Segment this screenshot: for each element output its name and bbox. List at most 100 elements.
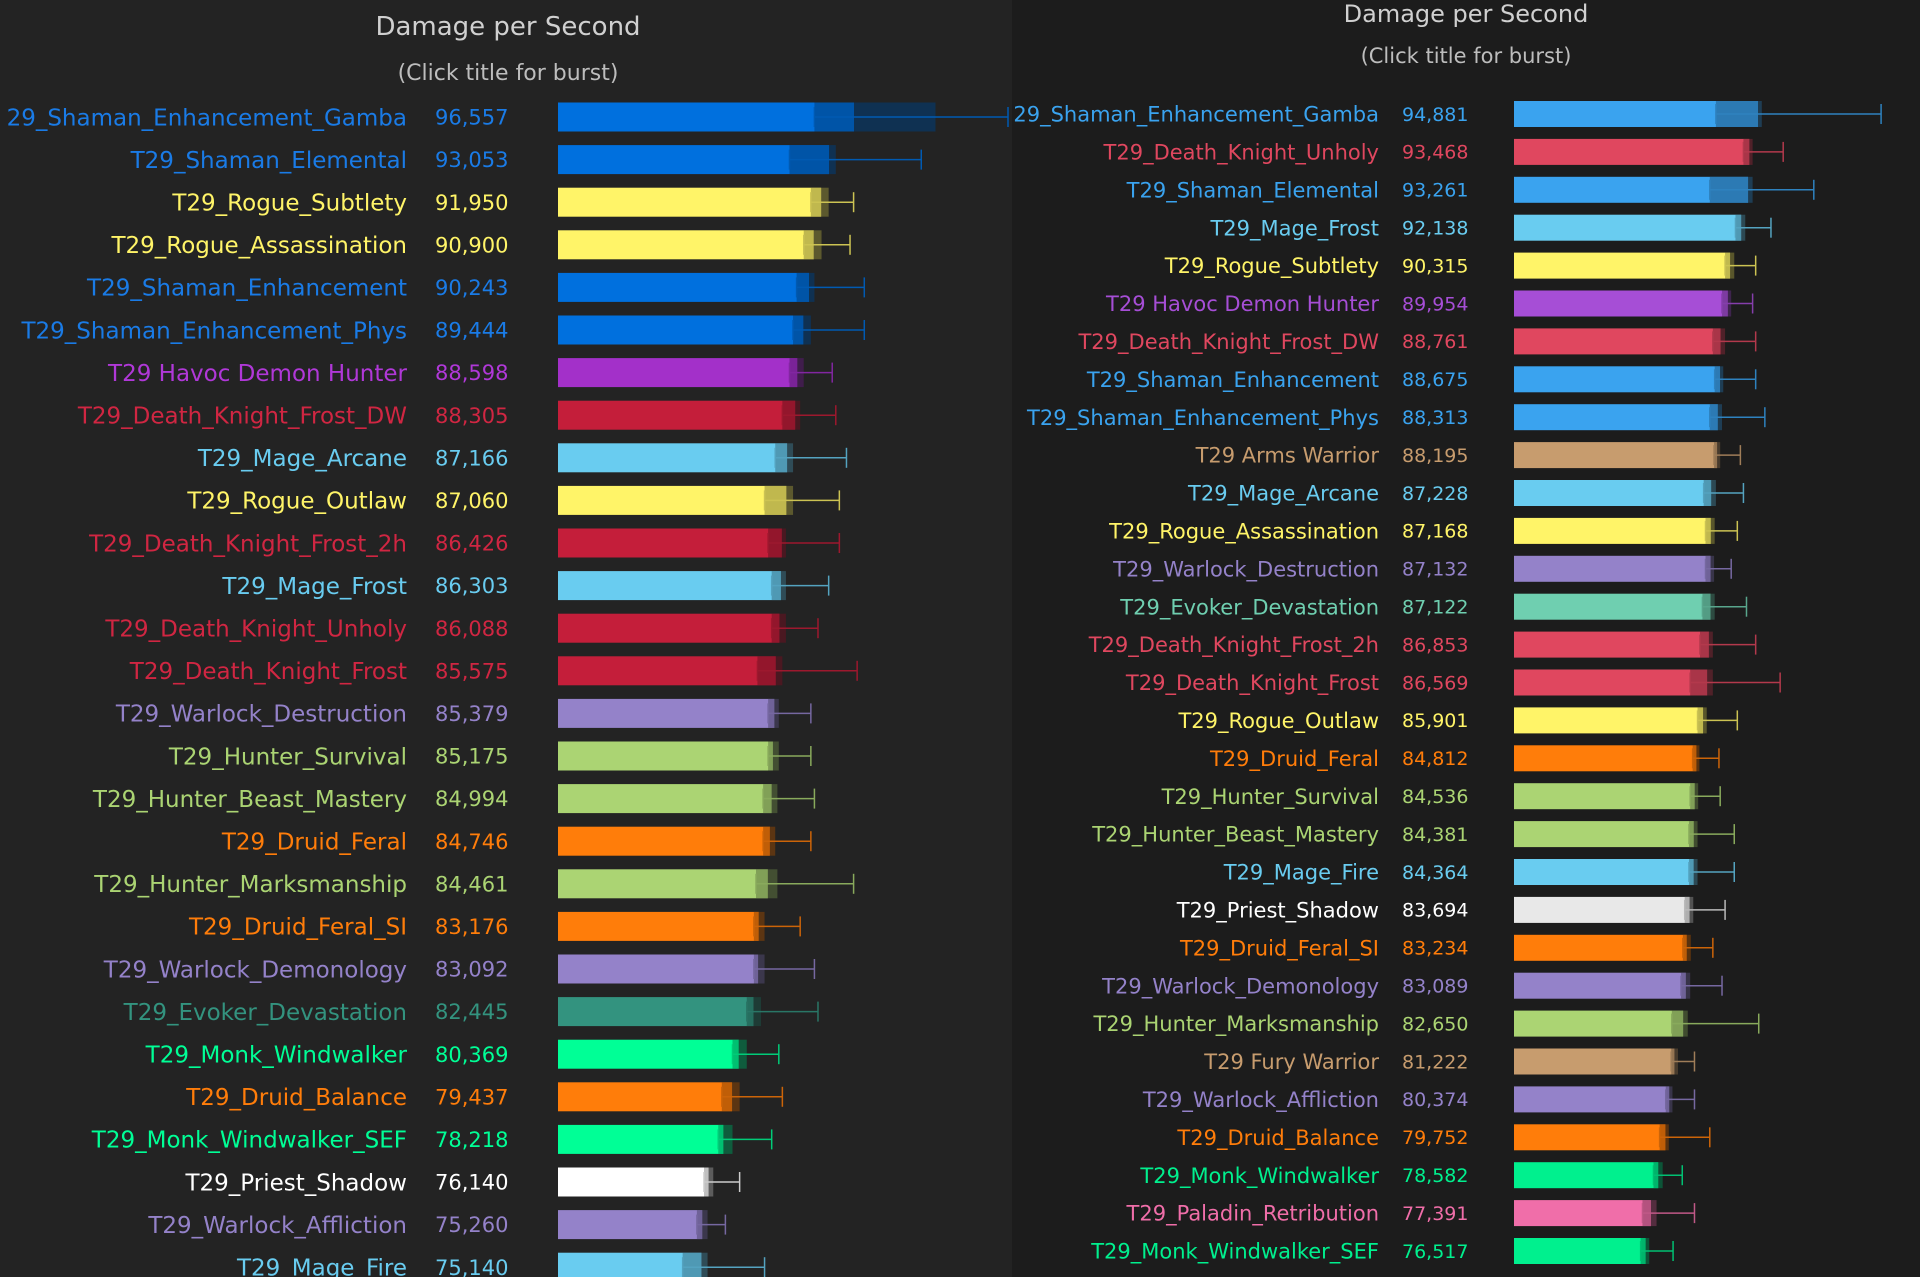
bar-row[interactable]: T29_Shaman_Elemental 93,053 (130, 145, 923, 175)
bar-row[interactable]: T29_Death_Knight_Frost_2h 86,426 (88, 528, 841, 558)
bar[interactable] (1514, 783, 1695, 810)
bar-row[interactable]: T29_Death_Knight_Frost 86,569 (1125, 669, 1781, 697)
bar[interactable] (1514, 1238, 1646, 1264)
bar-label[interactable]: T29_Druid_Feral (1209, 747, 1379, 772)
bar-row[interactable]: T29_Rogue_Subtlety 90,315 (1164, 252, 1757, 280)
bar-row[interactable]: T29_Warlock_Affliction 80,374 (1142, 1086, 1696, 1113)
bar-row[interactable]: T29_Death_Knight_Frost 85,575 (129, 656, 858, 686)
chart-subtitle-left[interactable]: (Click title for burst) (397, 61, 619, 86)
bar[interactable] (558, 911, 759, 941)
bar-label[interactable]: T29_Death_Knight_Frost_DW (1077, 330, 1379, 355)
bar-label[interactable]: T29 Havoc Demon Hunter (1105, 292, 1379, 316)
bar-label[interactable]: T29_Hunter_Survival (168, 744, 407, 770)
bar[interactable] (558, 1210, 703, 1240)
bar-label[interactable]: T29_Warlock_Affliction (1142, 1088, 1379, 1113)
bar-label[interactable]: T29_Shaman_Elemental (130, 148, 407, 174)
bar[interactable] (558, 485, 787, 515)
bar-row[interactable]: T29_Evoker_Devastation 87,122 (1119, 593, 1748, 621)
bar-row[interactable]: T29_Death_Knight_Frost_DW 88,761 (1077, 328, 1757, 355)
bar-row[interactable]: 29_Shaman_Enhancement_Gamba 96,557 (7, 102, 1009, 132)
bar-row[interactable]: T29_Shaman_Enhancement 90,243 (86, 272, 866, 302)
bar[interactable] (1514, 1048, 1675, 1075)
bar-label[interactable]: T29_Druid_Feral_SI (188, 915, 407, 941)
bar-label[interactable]: T29_Druid_Balance (185, 1085, 407, 1111)
bar-label[interactable]: T29_Rogue_Assassination (1108, 519, 1379, 544)
bar[interactable] (1514, 859, 1694, 885)
bar-label[interactable]: T29_Evoker_Devastation (123, 1000, 407, 1026)
bar[interactable] (558, 1167, 709, 1197)
bar[interactable] (1514, 1162, 1659, 1189)
bar-label[interactable]: T29_Shaman_Enhancement_Phys (20, 318, 407, 344)
bar-row[interactable]: T29_Monk_Windwalker 78,582 (1139, 1162, 1684, 1189)
bar[interactable] (558, 102, 854, 132)
bar-label[interactable]: T29_Druid_Feral (221, 829, 407, 855)
bar[interactable] (1514, 631, 1709, 658)
bar-row[interactable]: T29_Druid_Feral 84,812 (1209, 745, 1720, 772)
bar-label[interactable]: T29_Warlock_Demonology (103, 957, 407, 983)
bar-row[interactable]: T29_Death_Knight_Frost_DW 88,305 (77, 400, 837, 430)
bar-label[interactable]: T29_Mage_Frost (221, 574, 407, 600)
bar-label[interactable]: T29_Rogue_Outlaw (186, 489, 407, 515)
bar-label[interactable]: T29_Monk_Windwalker (1139, 1164, 1379, 1189)
bar-row[interactable]: T29_Hunter_Marksmanship 82,650 (1092, 1010, 1760, 1038)
bar-label[interactable]: T29_Shaman_Enhancement (86, 276, 407, 302)
bar-row[interactable]: T29_Mage_Frost 92,138 (1209, 214, 1772, 242)
bar[interactable] (558, 1082, 733, 1112)
bar-row[interactable]: T29_Hunter_Beast_Mastery 84,381 (1091, 821, 1736, 848)
bar-row[interactable]: T29_Mage_Arcane 87,228 (1187, 480, 1745, 507)
bar-row[interactable]: T29_Rogue_Outlaw 85,901 (1177, 707, 1739, 734)
bar-label[interactable]: T29_Shaman_Enhancement (1086, 368, 1379, 393)
bar[interactable] (1514, 404, 1718, 431)
bar-row[interactable]: T29_Hunter_Beast_Mastery 84,994 (92, 784, 816, 814)
bar-label[interactable]: T29_Warlock_Destruction (115, 702, 407, 728)
bar[interactable] (1514, 1086, 1670, 1113)
bar-row[interactable]: T29_Druid_Balance 79,752 (1176, 1124, 1711, 1151)
bar-row[interactable]: T29_Hunter_Survival 84,536 (1161, 783, 1721, 810)
bar[interactable] (558, 443, 788, 473)
bar-row[interactable]: T29_Evoker_Devastation 82,445 (123, 997, 819, 1027)
bar-label[interactable]: T29_Hunter_Marksmanship (93, 872, 407, 898)
bar-row[interactable]: T29_Monk_Windwalker_SEF 78,218 (91, 1124, 773, 1154)
bar[interactable] (1514, 214, 1742, 241)
bar-label[interactable]: T29 Havoc Demon Hunter (107, 361, 407, 387)
bar[interactable] (1514, 442, 1718, 469)
bar-row[interactable]: T29_Shaman_Enhancement 88,675 (1086, 366, 1757, 393)
bar-row[interactable]: T29_Death_Knight_Unholy 93,468 (1103, 138, 1784, 166)
bar-label[interactable]: T29_Mage_Frost (1209, 216, 1379, 241)
bar-row[interactable]: T29_Rogue_Assassination 90,900 (110, 230, 851, 260)
bar-label[interactable]: T29_Mage_Arcane (197, 446, 407, 472)
bar-row[interactable]: T29_Warlock_Demonology 83,089 (1101, 972, 1723, 1000)
bar-label[interactable]: T29_Priest_Shadow (1176, 898, 1379, 923)
bar[interactable] (1514, 517, 1711, 544)
bar-row[interactable]: T29_Mage_Fire 75,140 (236, 1252, 766, 1277)
bar[interactable] (1514, 896, 1690, 923)
bar-row[interactable]: T29 Fury Warrior 81,222 (1203, 1048, 1696, 1075)
bar-label[interactable]: T29_Hunter_Beast_Mastery (1091, 823, 1379, 848)
chart-subtitle-right[interactable]: (Click title for burst) (1360, 44, 1572, 68)
bar-label[interactable]: T29_Shaman_Enhancement_Phys (1026, 406, 1379, 431)
bar-label[interactable]: T29_Warlock_Affliction (147, 1213, 407, 1239)
bar-row[interactable]: T29_Warlock_Affliction 75,260 (147, 1210, 727, 1240)
bar[interactable] (558, 272, 810, 302)
bar[interactable] (1514, 1200, 1651, 1227)
bar-row[interactable]: T29_Druid_Feral_SI 83,234 (1179, 934, 1714, 962)
bar-label[interactable]: T29_Evoker_Devastation (1119, 595, 1379, 620)
bar[interactable] (558, 187, 822, 217)
bar[interactable] (1514, 593, 1711, 620)
bar-row[interactable]: T29_Priest_Shadow 76,140 (184, 1167, 741, 1197)
bar[interactable] (1514, 138, 1750, 165)
bar-row[interactable]: T29_Mage_Arcane 87,166 (197, 443, 848, 473)
bar[interactable] (558, 784, 772, 814)
bar[interactable] (558, 954, 759, 984)
bar-label[interactable]: T29_Death_Knight_Frost_2h (88, 531, 407, 557)
bar-row[interactable]: T29_Hunter_Survival 85,175 (168, 741, 812, 771)
bar-row[interactable]: T29_Warlock_Destruction 85,379 (115, 698, 812, 728)
bar[interactable] (558, 315, 804, 345)
bar-row[interactable]: T29_Death_Knight_Frost_2h 86,853 (1088, 631, 1757, 659)
bar-row[interactable]: T29_Monk_Windwalker 80,369 (145, 1039, 780, 1069)
bar-row[interactable]: T29_Rogue_Outlaw 87,060 (186, 485, 841, 515)
bar-label[interactable]: T29_Rogue_Assassination (110, 233, 407, 259)
bar-row[interactable]: T29_Warlock_Destruction 87,132 (1112, 555, 1732, 583)
bar-label[interactable]: T29_Warlock_Demonology (1101, 974, 1379, 999)
chart-title-left[interactable]: Damage per Second (375, 12, 641, 42)
